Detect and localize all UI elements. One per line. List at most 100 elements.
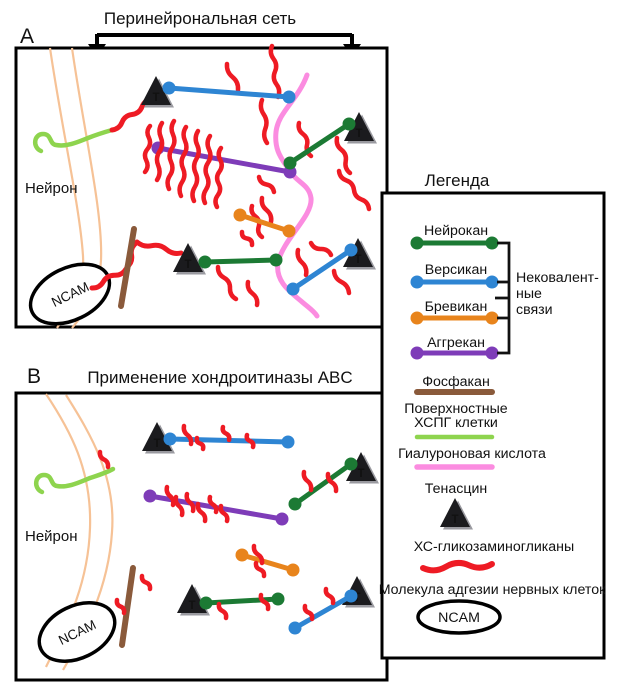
cs-gag-chain bbox=[154, 120, 165, 183]
versican-dumbbell-globule bbox=[163, 432, 177, 446]
legend-label-brevican: Бревикан bbox=[425, 299, 488, 315]
neurocan-dumbbell-globule bbox=[485, 236, 499, 250]
cs-gag-chain bbox=[331, 268, 352, 296]
tenascin-triangle-icon bbox=[142, 422, 172, 451]
cleaved-gag-fragment bbox=[253, 560, 267, 579]
cs-gag-chain bbox=[258, 97, 270, 146]
versican-dumbbell-core bbox=[292, 593, 354, 631]
legend-title: Легенда bbox=[425, 171, 490, 190]
legend-label-cs-gags: ХС-гликозаминогликаны bbox=[414, 539, 574, 555]
cleaved-gag-fragment bbox=[173, 494, 185, 518]
cleaved-gag-fragment bbox=[194, 435, 206, 452]
brevican-dumbbell-globule bbox=[485, 311, 499, 325]
neurocan-dumbbell-globule bbox=[342, 117, 356, 131]
neurocan-dumbbell-globule bbox=[269, 253, 283, 267]
brevican-dumbbell-globule bbox=[410, 311, 424, 325]
brevican-dumbbell-globule bbox=[233, 208, 247, 222]
cleaved-gag-fragment bbox=[218, 503, 230, 524]
cleaved-gag-fragment bbox=[139, 573, 153, 592]
noncovalent-label-line1: Нековалент- bbox=[516, 270, 599, 286]
cs-gag-chain bbox=[295, 247, 309, 278]
legend-label-surface-hspg: Поверхностные bbox=[404, 401, 508, 417]
tenascin-letter: T bbox=[153, 438, 160, 450]
aggrecan-dumbbell-globule bbox=[275, 512, 289, 526]
neurocan-dumbbell-globule bbox=[410, 236, 424, 250]
cleaved-gag-fragment bbox=[244, 432, 256, 450]
cs-gag-chain bbox=[165, 118, 177, 192]
noncovalent-bonds-bracket bbox=[495, 241, 511, 355]
neurocan-dumbbell-globule bbox=[271, 592, 285, 606]
versican-dumbbell-globule bbox=[344, 243, 358, 257]
cleaved-gag-fragment bbox=[220, 424, 232, 443]
panel-b-label: В bbox=[27, 365, 41, 388]
cs-gag-chain bbox=[213, 145, 224, 210]
tenascin-letter: T bbox=[354, 254, 361, 266]
phosphacan-rod bbox=[119, 565, 136, 648]
tenascin-letter: T bbox=[355, 128, 362, 140]
neurocan-dumbbell-globule bbox=[344, 457, 358, 471]
legend-glyph-ncam bbox=[416, 599, 502, 635]
versican-dumbbell-globule bbox=[344, 589, 358, 603]
brevican-dumbbell-globule bbox=[282, 224, 296, 238]
versican-dumbbell-globule bbox=[288, 621, 302, 635]
neurocan-dumbbell-globule bbox=[288, 497, 302, 511]
cs-gag-chain bbox=[177, 124, 189, 199]
cleaved-gag-fragment bbox=[301, 469, 314, 493]
legend-label-phosphacan: Фосфакан bbox=[422, 374, 490, 390]
cs-gag-chain bbox=[215, 264, 239, 302]
legend-label-hyaluronic-acid: Гиалуроновая кислота bbox=[398, 446, 546, 462]
tenascin-letter: T bbox=[451, 514, 458, 526]
phosphacan-rod bbox=[118, 226, 137, 309]
cleaved-gag-fragment bbox=[195, 501, 208, 524]
cs-gag-chain bbox=[256, 174, 277, 195]
brevican-dumbbell-core bbox=[237, 212, 292, 234]
aggrecan-dumbbell-globule bbox=[143, 489, 157, 503]
panel-a-label: А bbox=[20, 25, 34, 48]
tenascin-letter: T bbox=[184, 259, 191, 271]
cs-gag-chain bbox=[259, 195, 274, 225]
surface-hspg-chain bbox=[34, 466, 116, 495]
cs-gag-chain bbox=[89, 266, 129, 291]
cleaved-gag-fragment bbox=[302, 603, 315, 622]
neuron-label-b: Нейрон bbox=[25, 528, 78, 545]
cleaved-gag-fragment bbox=[184, 491, 196, 514]
tenascin-triangle-icon bbox=[173, 243, 203, 272]
versican-dumbbell-core bbox=[166, 85, 292, 100]
legend-ncam-symbol: NCAM bbox=[438, 610, 480, 626]
panel-b-title: Применение хондроитиназы ABC bbox=[87, 368, 352, 387]
cs-gag-chain bbox=[224, 61, 241, 93]
legend-label-surface-hspg: ХСПГ клетки bbox=[414, 415, 498, 431]
noncovalent-label-line2: ные bbox=[516, 286, 542, 302]
cs-gag-chain bbox=[268, 43, 282, 100]
figure-labels: Перинейрональная сеть А В Применение хон… bbox=[20, 9, 599, 648]
neurocan-dumbbell-core bbox=[292, 461, 354, 507]
aggrecan-dumbbell-core bbox=[155, 145, 293, 175]
cs-gag-chain bbox=[245, 279, 260, 308]
versican-dumbbell-globule bbox=[286, 282, 300, 296]
cleaved-gag-fragment bbox=[97, 449, 111, 470]
legend-box bbox=[380, 191, 606, 660]
cs-gag-chain bbox=[142, 123, 153, 175]
legend-label-neurocan: Нейрокан bbox=[424, 223, 488, 239]
legend-glyph-cs-gags bbox=[420, 560, 495, 574]
legend-label-versican: Версикан bbox=[425, 262, 488, 278]
aggrecan-dumbbell-globule bbox=[410, 346, 424, 360]
cleaved-gag-fragment bbox=[164, 484, 176, 508]
tenascin-triangle-icon bbox=[141, 76, 171, 105]
tenascin-letter: T bbox=[152, 92, 159, 104]
versican-dumbbell-globule bbox=[281, 435, 295, 449]
aggrecan-dumbbell-globule bbox=[485, 346, 499, 360]
cs-gag-chain bbox=[336, 168, 372, 212]
versican-dumbbell-globule bbox=[162, 81, 176, 95]
hyaluronic-acid-chain bbox=[273, 72, 320, 319]
neurocan-dumbbell-globule bbox=[198, 255, 212, 269]
cs-gag-chain bbox=[308, 240, 334, 258]
brevican-dumbbell-globule bbox=[235, 548, 249, 562]
span-bracket bbox=[95, 33, 354, 45]
aggrecan-dumbbell-globule bbox=[283, 165, 297, 179]
cleaved-gag-fragment bbox=[323, 586, 336, 606]
legend-label-aggrecan: Аггрекан bbox=[427, 335, 485, 351]
legend-label-tenascin: Тенасцин bbox=[425, 481, 487, 497]
cs-gag-chain bbox=[134, 239, 184, 256]
